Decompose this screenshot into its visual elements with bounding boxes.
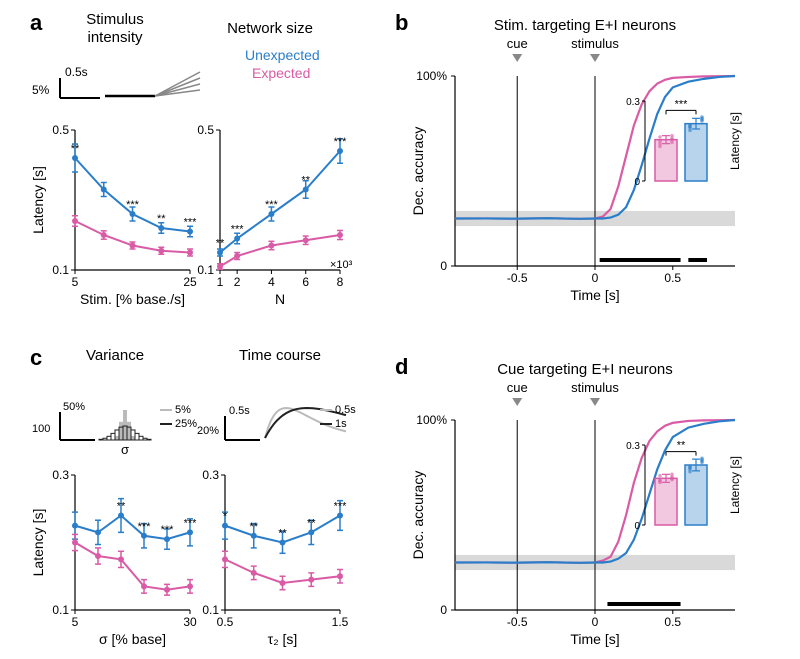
- svg-text:5: 5: [72, 615, 79, 629]
- svg-text:5%: 5%: [175, 404, 191, 416]
- svg-text:×10³: ×10³: [330, 259, 353, 271]
- svg-text:100%: 100%: [416, 413, 447, 427]
- svg-text:0.5s: 0.5s: [229, 405, 250, 417]
- svg-text:***: ***: [161, 524, 175, 536]
- svg-text:N: N: [275, 291, 285, 307]
- svg-text:8: 8: [337, 275, 344, 289]
- svg-text:Unexpected: Unexpected: [245, 47, 320, 63]
- svg-text:b: b: [395, 10, 408, 35]
- svg-text:Dec. accuracy: Dec. accuracy: [410, 127, 426, 216]
- svg-text:0.3: 0.3: [626, 97, 640, 108]
- svg-text:Network size: Network size: [227, 20, 313, 37]
- svg-text:-0.5: -0.5: [507, 271, 528, 285]
- svg-text:6: 6: [302, 275, 309, 289]
- svg-text:0.1: 0.1: [197, 263, 214, 277]
- svg-text:0: 0: [440, 603, 447, 617]
- svg-text:1s: 1s: [335, 418, 347, 430]
- svg-text:Cue targeting E+I neurons: Cue targeting E+I neurons: [497, 361, 673, 378]
- svg-text:Time [s]: Time [s]: [570, 287, 619, 303]
- svg-text:0.3: 0.3: [202, 468, 219, 482]
- svg-text:***: ***: [675, 98, 689, 110]
- svg-text:5: 5: [72, 275, 79, 289]
- svg-text:50%: 50%: [63, 401, 85, 413]
- svg-text:Stim. targeting E+I neurons: Stim. targeting E+I neurons: [494, 17, 676, 34]
- svg-text:***: ***: [184, 217, 198, 229]
- svg-text:-0.5: -0.5: [507, 615, 528, 629]
- svg-text:0.3: 0.3: [626, 441, 640, 452]
- svg-text:cue: cue: [507, 380, 528, 395]
- svg-text:***: ***: [265, 199, 279, 211]
- svg-text:*: *: [223, 511, 228, 523]
- svg-text:Variance: Variance: [86, 347, 144, 364]
- svg-text:σ: σ: [121, 442, 129, 457]
- svg-text:***: ***: [231, 224, 245, 236]
- svg-text:Stim. [% base./s]: Stim. [% base./s]: [80, 291, 185, 307]
- svg-text:0.1: 0.1: [52, 603, 69, 617]
- svg-text:100: 100: [32, 423, 50, 435]
- svg-text:0.5s: 0.5s: [335, 404, 356, 416]
- svg-text:τ₂ [s]: τ₂ [s]: [268, 631, 298, 647]
- svg-text:cue: cue: [507, 36, 528, 51]
- svg-text:Dec. accuracy: Dec. accuracy: [410, 471, 426, 560]
- svg-text:**: **: [117, 501, 126, 513]
- svg-text:0: 0: [592, 615, 599, 629]
- svg-text:***: ***: [334, 501, 348, 513]
- svg-text:30: 30: [183, 615, 197, 629]
- svg-text:0.5: 0.5: [197, 123, 214, 137]
- svg-text:2: 2: [234, 275, 241, 289]
- svg-text:Latency [s]: Latency [s]: [30, 166, 46, 234]
- svg-text:Latency [s]: Latency [s]: [728, 456, 742, 514]
- svg-text:stimulus: stimulus: [571, 36, 619, 51]
- svg-text:1.5: 1.5: [332, 615, 349, 629]
- svg-text:5%: 5%: [32, 83, 50, 97]
- svg-text:25: 25: [183, 275, 197, 289]
- svg-text:**: **: [278, 528, 287, 540]
- svg-text:**: **: [301, 175, 310, 187]
- svg-text:0: 0: [634, 177, 640, 188]
- svg-text:***: ***: [334, 136, 348, 148]
- svg-text:0: 0: [592, 271, 599, 285]
- svg-text:**: **: [249, 521, 258, 533]
- svg-text:***: ***: [184, 517, 198, 529]
- svg-text:0.5: 0.5: [52, 123, 69, 137]
- svg-text:1: 1: [217, 275, 224, 289]
- svg-text:25%: 25%: [175, 418, 197, 430]
- svg-text:0: 0: [634, 521, 640, 532]
- svg-text:Expected: Expected: [252, 65, 310, 81]
- svg-text:0.5: 0.5: [664, 615, 681, 629]
- svg-text:20%: 20%: [197, 425, 219, 437]
- svg-text:Time [s]: Time [s]: [570, 631, 619, 647]
- svg-text:**: **: [71, 143, 80, 155]
- svg-text:***: ***: [138, 521, 152, 533]
- svg-text:Stimulus: Stimulus: [86, 11, 144, 28]
- svg-text:100%: 100%: [416, 69, 447, 83]
- svg-text:intensity: intensity: [87, 29, 143, 46]
- svg-text:0.5: 0.5: [664, 271, 681, 285]
- svg-text:0.5: 0.5: [217, 615, 234, 629]
- svg-text:a: a: [30, 10, 43, 35]
- svg-text:Latency [s]: Latency [s]: [30, 509, 46, 577]
- svg-text:Latency [s]: Latency [s]: [728, 112, 742, 170]
- svg-text:4: 4: [268, 275, 275, 289]
- svg-text:stimulus: stimulus: [571, 380, 619, 395]
- svg-text:0: 0: [440, 259, 447, 273]
- svg-text:0.1: 0.1: [52, 263, 69, 277]
- svg-text:d: d: [395, 354, 408, 379]
- svg-text:***: ***: [126, 199, 140, 211]
- svg-text:**: **: [307, 517, 316, 529]
- svg-text:0.5s: 0.5s: [65, 65, 88, 79]
- svg-text:**: **: [157, 213, 166, 225]
- svg-text:0.3: 0.3: [52, 468, 69, 482]
- svg-text:c: c: [30, 345, 42, 370]
- svg-text:Time course: Time course: [239, 347, 321, 364]
- svg-text:**: **: [677, 440, 686, 452]
- svg-text:σ [% base]: σ [% base]: [99, 631, 166, 647]
- svg-text:**: **: [216, 238, 225, 250]
